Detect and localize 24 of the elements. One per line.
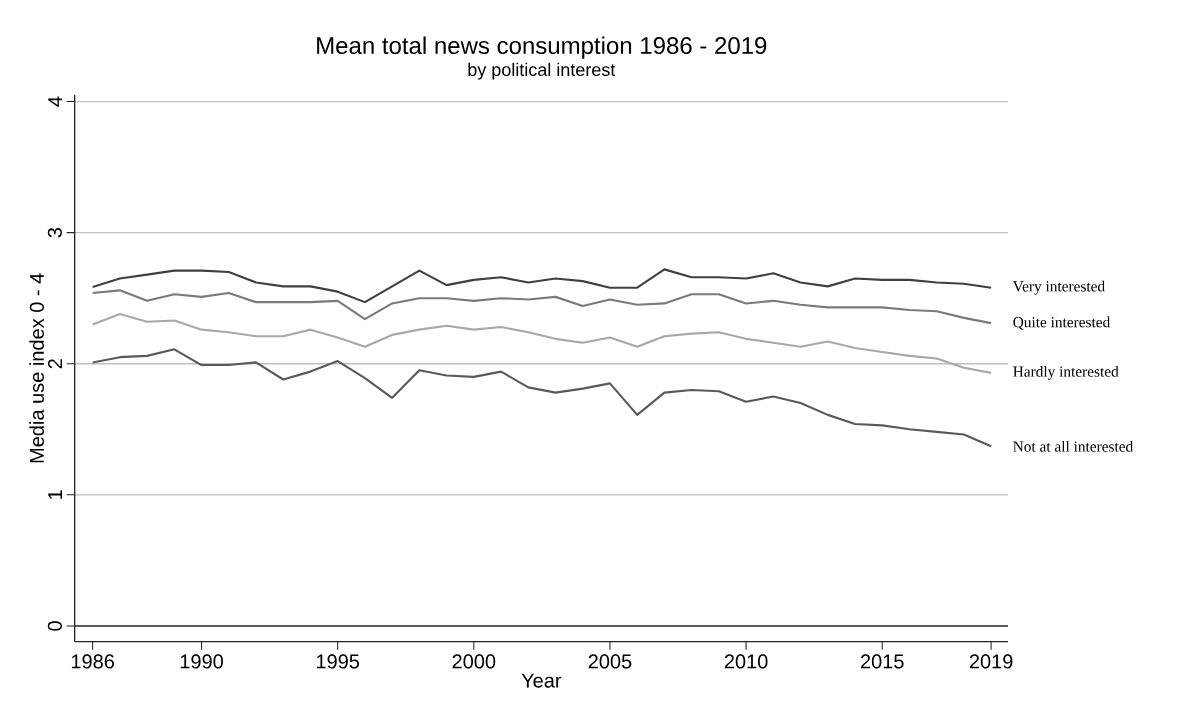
x-tick-label: 2000 — [452, 654, 496, 669]
y-tick-label: 2 — [48, 359, 62, 369]
x-tick-label: 1990 — [180, 654, 223, 669]
chart-title: Mean total news consumption 1986 - 2019 — [317, 36, 767, 59]
x-tick-label: 1995 — [316, 654, 360, 669]
line-series — [91, 312, 993, 374]
y-tick-label: 4 — [48, 96, 62, 107]
series-label: Quite interested — [1013, 316, 1111, 330]
x-axis-title: Year — [521, 673, 562, 688]
chart-subtitle: by political interest — [468, 62, 616, 80]
x-tick-label: 1986 — [71, 654, 114, 669]
line-series — [91, 268, 993, 304]
line-series — [91, 348, 993, 448]
y-tick-label: 1 — [48, 490, 62, 499]
y-tick-label: 3 — [47, 227, 62, 238]
y-axis-title: Media use index 0 - 4 — [29, 273, 44, 463]
series-label: Hardly interested — [1013, 365, 1119, 380]
y-tick-label: 0 — [47, 621, 62, 631]
series-label: Very interested — [1012, 280, 1105, 295]
x-tick-label: 2015 — [860, 654, 904, 669]
x-tick-label: 2010 — [724, 654, 768, 669]
x-tick-label: 2005 — [588, 654, 632, 669]
x-tick-label: 2019 — [969, 654, 1013, 669]
series-label: Not at all interested — [1013, 440, 1134, 452]
